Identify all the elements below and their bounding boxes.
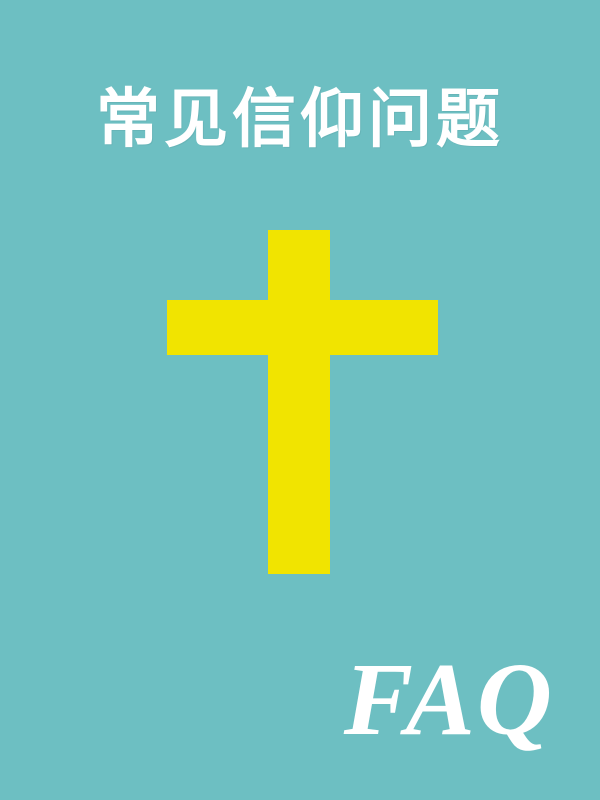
cover-faq-label: FAQ [343,642,554,757]
cover-title: 常见信仰问题 [96,82,504,157]
cross-horizontal-beam [167,300,438,355]
cross-vertical-beam [268,230,330,574]
